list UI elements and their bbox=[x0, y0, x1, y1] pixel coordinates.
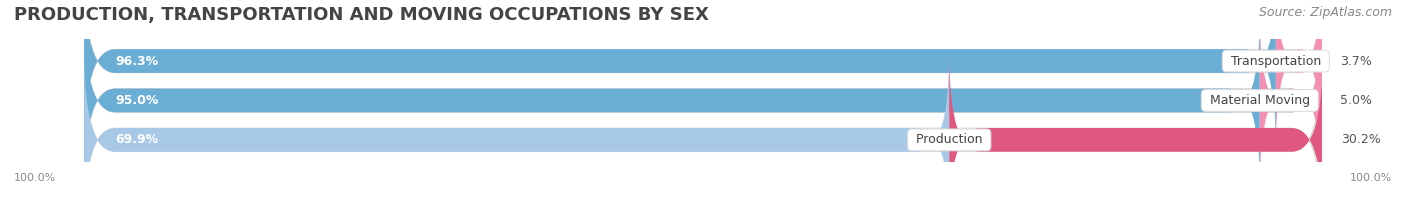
FancyBboxPatch shape bbox=[84, 0, 1275, 148]
FancyBboxPatch shape bbox=[84, 14, 1260, 187]
Text: Source: ZipAtlas.com: Source: ZipAtlas.com bbox=[1258, 6, 1392, 19]
FancyBboxPatch shape bbox=[84, 0, 1322, 148]
Text: Production: Production bbox=[912, 133, 987, 146]
FancyBboxPatch shape bbox=[84, 14, 1322, 187]
FancyBboxPatch shape bbox=[1260, 14, 1322, 187]
FancyBboxPatch shape bbox=[949, 53, 1323, 197]
FancyBboxPatch shape bbox=[1275, 0, 1322, 148]
Text: 96.3%: 96.3% bbox=[115, 55, 159, 68]
Text: 100.0%: 100.0% bbox=[1350, 173, 1392, 183]
Text: 3.7%: 3.7% bbox=[1340, 55, 1372, 68]
Text: 30.2%: 30.2% bbox=[1341, 133, 1381, 146]
Text: 100.0%: 100.0% bbox=[14, 173, 56, 183]
Text: Material Moving: Material Moving bbox=[1206, 94, 1313, 107]
FancyBboxPatch shape bbox=[84, 53, 1322, 197]
FancyBboxPatch shape bbox=[84, 53, 949, 197]
Text: 69.9%: 69.9% bbox=[115, 133, 159, 146]
Text: Transportation: Transportation bbox=[1227, 55, 1324, 68]
Text: 5.0%: 5.0% bbox=[1340, 94, 1372, 107]
Text: 95.0%: 95.0% bbox=[115, 94, 159, 107]
Text: PRODUCTION, TRANSPORTATION AND MOVING OCCUPATIONS BY SEX: PRODUCTION, TRANSPORTATION AND MOVING OC… bbox=[14, 6, 709, 24]
